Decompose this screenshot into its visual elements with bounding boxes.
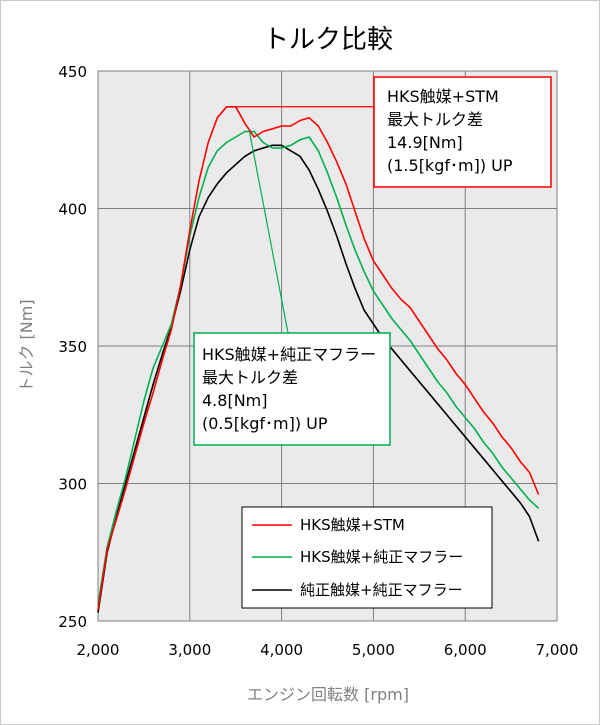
x-tick-label: 4,000 [260, 641, 303, 659]
series-line-muffler [97, 130, 540, 605]
y-tick-label: 250 [58, 613, 87, 631]
annotation-stm-line-3: 14.9[Nm] [387, 133, 463, 152]
annotation-stm-line-2: 最大トルク差 [387, 110, 483, 129]
annotation-muffler-line-3: 4.8[Nm] [202, 391, 267, 410]
y-tick-label: 350 [58, 338, 87, 356]
legend-label-stm: HKS触媒+STM [300, 516, 405, 534]
annotation-muffler: HKS触媒+純正マフラー 最大トルク差 4.8[Nm] (0.5[kgf･m])… [193, 131, 391, 446]
annotation-stm-line-1: HKS触媒+STM [387, 87, 499, 106]
x-tick-label: 2,000 [77, 641, 120, 659]
x-tick-label: 5,000 [352, 641, 395, 659]
y-tick-label: 400 [58, 201, 87, 219]
annotation-muffler-leader [248, 131, 289, 334]
series-layer [97, 106, 540, 613]
annotation-muffler-line-1: HKS触媒+純正マフラー [202, 345, 376, 364]
annotation-muffler-box [193, 332, 391, 446]
annotation-muffler-line-2: 最大トルク差 [202, 368, 298, 387]
x-tick-label: 7,000 [536, 641, 579, 659]
chart-title: トルク比較 [263, 25, 393, 55]
series-line-stm [97, 106, 540, 611]
y-axis-label: トルク [Nm] [17, 299, 36, 392]
y-tick-label: 300 [58, 476, 87, 494]
legend: HKS触媒+STM HKS触媒+純正マフラー 純正触媒+純正マフラー [241, 506, 493, 609]
y-tick-label: 450 [58, 63, 87, 81]
tick-labels: 2,000 3,000 4,000 5,000 6,000 7,000 250 300 350 4… [58, 63, 578, 659]
legend-label-muffler: HKS触媒+純正マフラー [300, 548, 463, 566]
x-axis-label: エンジン回転数 [rpm] [247, 685, 409, 704]
x-tick-label: 3,000 [168, 641, 211, 659]
annotation-stm-box [373, 76, 552, 188]
legend-label-stock: 純正触媒+純正マフラー [300, 581, 463, 599]
annotation-stm: HKS触媒+STM 最大トルク差 14.9[Nm] (1.5[kgf･m]) U… [235, 76, 552, 188]
x-tick-label: 6,000 [444, 641, 487, 659]
annotation-stm-line-4: (1.5[kgf･m]) UP [387, 156, 513, 175]
annotation-muffler-line-4: (0.5[kgf･m]) UP [202, 414, 328, 433]
